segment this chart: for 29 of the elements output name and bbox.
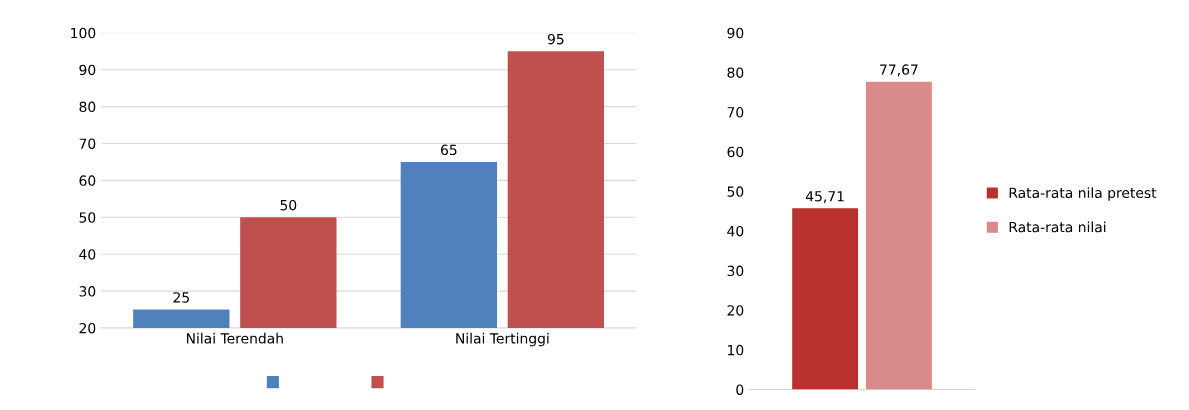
data-label: 95	[547, 33, 564, 45]
legend-label: Rata-rata nilai	[1009, 221, 1106, 233]
y-tick-label: 90	[79, 64, 96, 76]
x-tick-label: Nilai Terendah	[186, 332, 283, 344]
y-tick-label: 30	[79, 286, 96, 297]
y-tick-label: 80	[79, 101, 96, 113]
legend-label: Rata-rata nila pretest	[1009, 187, 1157, 201]
y-tick-label: 100	[71, 27, 96, 39]
y-tick-label: 40	[727, 225, 744, 237]
y-tick-label: 60	[727, 146, 744, 158]
y-tick-label: 70	[79, 138, 96, 149]
x-tick-label: Nilai Tertinggi	[456, 332, 549, 347]
data-label: 45,71	[805, 191, 844, 203]
y-tick-label: 90	[727, 27, 744, 39]
y-tick-label: 70	[727, 107, 744, 118]
y-tick-label: 50	[727, 186, 744, 197]
y-tick-label: 60	[79, 175, 96, 186]
data-label: 50	[280, 199, 297, 211]
y-tick-label: 80	[727, 67, 744, 78]
data-label: 77,67	[880, 64, 918, 77]
data-label: 65	[440, 144, 457, 156]
y-tick-label: 40	[79, 249, 96, 260]
y-tick-label: 0	[736, 384, 744, 395]
y-tick-label: 10	[728, 344, 744, 356]
y-tick-label: 50	[79, 212, 96, 223]
y-tick-label: 20	[727, 305, 744, 316]
data-label: 25	[173, 292, 189, 303]
y-tick-label: 30	[727, 265, 744, 277]
y-tick-label: 20	[79, 322, 96, 334]
